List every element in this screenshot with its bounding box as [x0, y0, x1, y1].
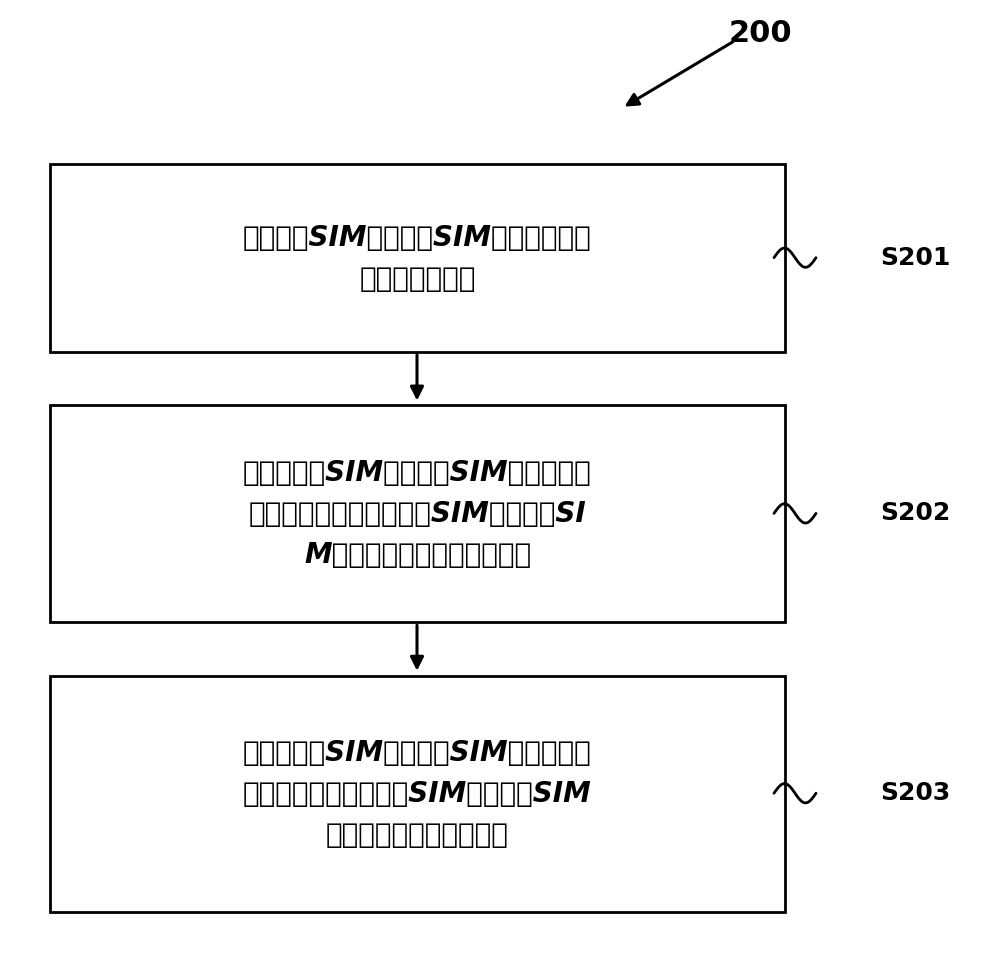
Text: S201: S201	[880, 246, 950, 269]
Text: 确定第一SIM卡和第二SIM卡是否属于相
同的服务运营商: 确定第一SIM卡和第二SIM卡是否属于相 同的服务运营商	[243, 224, 592, 292]
Text: S202: S202	[880, 502, 950, 525]
Bar	[50, 405, 785, 622]
Text: 响应于第一SIM卡和第二SIM卡属于相同
的服务运营商，确定第一SIM卡和第二SI
M卡是否处于相同的网络模式: 响应于第一SIM卡和第二SIM卡属于相同 的服务运营商，确定第一SIM卡和第二S…	[243, 458, 592, 569]
Text: 200: 200	[728, 19, 792, 48]
Bar	[50, 164, 785, 352]
Text: 响应于第一SIM卡和第二SIM卡处于相同
的网络模式，使得第一SIM卡和第二SIM
卡驻留在相同的服务小区: 响应于第一SIM卡和第二SIM卡处于相同 的网络模式，使得第一SIM卡和第二SI…	[243, 738, 592, 849]
Text: S203: S203	[880, 782, 950, 805]
Bar	[50, 676, 785, 912]
